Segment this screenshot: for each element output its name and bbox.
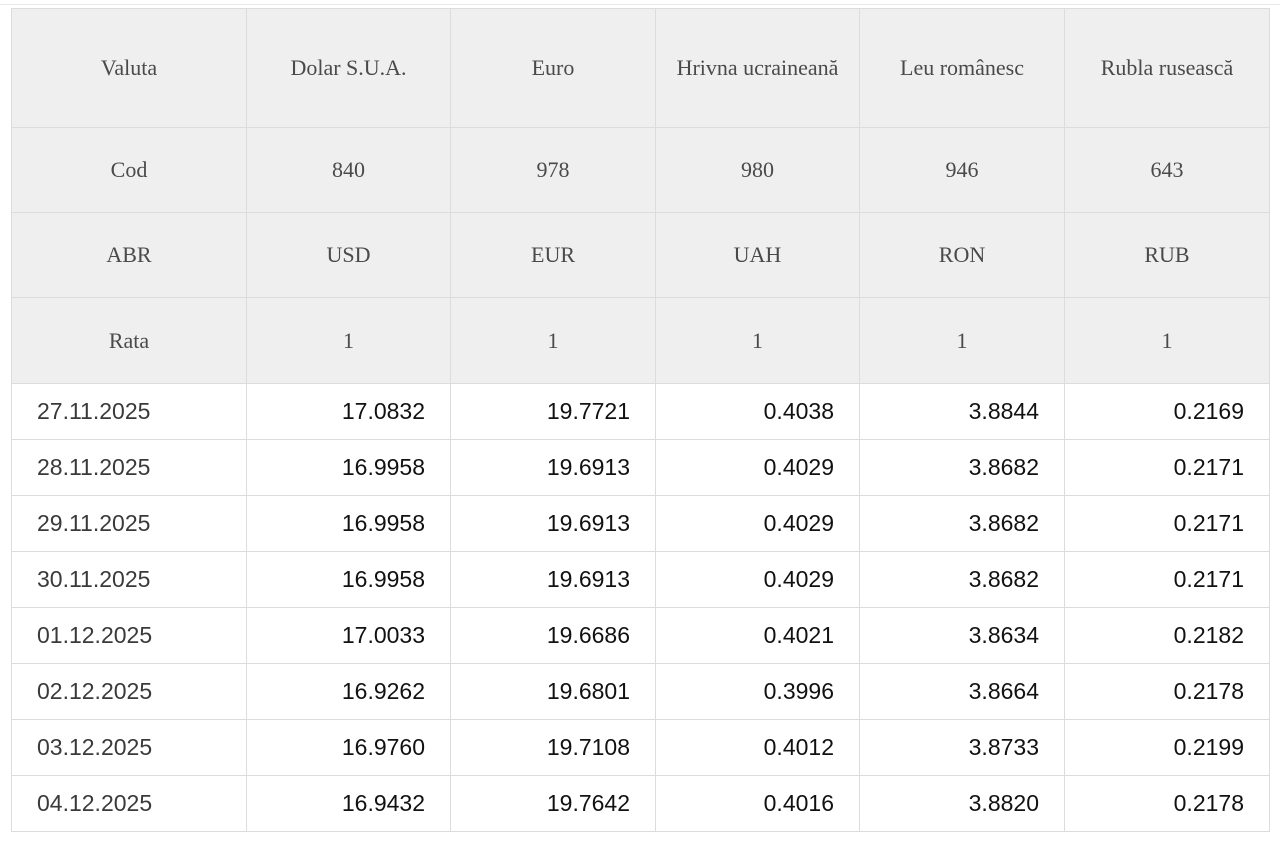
- table-row: 02.12.2025 16.9262 19.6801 0.3996 3.8664…: [11, 663, 1270, 720]
- rate-cell: 16.9262: [246, 663, 451, 720]
- rate-cell: 0.4029: [655, 495, 860, 552]
- rate-cell: 0.2178: [1064, 775, 1270, 832]
- header-cell: 978: [450, 127, 656, 213]
- header-cell: 946: [859, 127, 1065, 213]
- rate-cell: 16.9958: [246, 439, 451, 496]
- rate-cell: 19.6913: [450, 495, 656, 552]
- exchange-rates-table: Valuta Dolar S.U.A. Euro Hrivna ucrainea…: [11, 8, 1270, 832]
- date-cell: 27.11.2025: [11, 383, 247, 440]
- header-row-rate: Rata 1 1 1 1 1: [11, 297, 1270, 384]
- rate-cell: 19.6801: [450, 663, 656, 720]
- header-cell: 1: [246, 297, 451, 384]
- rate-cell: 0.4016: [655, 775, 860, 832]
- date-cell: 28.11.2025: [11, 439, 247, 496]
- header-cell: USD: [246, 212, 451, 298]
- rate-cell: 0.3996: [655, 663, 860, 720]
- rate-cell: 0.2171: [1064, 439, 1270, 496]
- rate-cell: 19.7642: [450, 775, 656, 832]
- header-cell: 980: [655, 127, 860, 213]
- rate-cell: 16.9432: [246, 775, 451, 832]
- rate-cell: 3.8733: [859, 719, 1065, 776]
- top-divider: [0, 4, 1280, 5]
- header-cell: 840: [246, 127, 451, 213]
- header-cell: RUB: [1064, 212, 1270, 298]
- rate-cell: 0.4038: [655, 383, 860, 440]
- header-cell: Rubla rusească: [1064, 8, 1270, 128]
- date-cell: 04.12.2025: [11, 775, 247, 832]
- rate-cell: 19.6686: [450, 607, 656, 664]
- rate-cell: 17.0832: [246, 383, 451, 440]
- table-row: 27.11.2025 17.0832 19.7721 0.4038 3.8844…: [11, 383, 1270, 440]
- header-cell: RON: [859, 212, 1065, 298]
- rate-cell: 16.9958: [246, 495, 451, 552]
- rate-cell: 0.2178: [1064, 663, 1270, 720]
- header-cell: Rata: [11, 297, 247, 384]
- table-row: 28.11.2025 16.9958 19.6913 0.4029 3.8682…: [11, 439, 1270, 496]
- rate-cell: 19.7721: [450, 383, 656, 440]
- rate-cell: 0.4029: [655, 551, 860, 608]
- rate-cell: 19.7108: [450, 719, 656, 776]
- date-cell: 03.12.2025: [11, 719, 247, 776]
- rate-cell: 3.8682: [859, 551, 1065, 608]
- rate-cell: 3.8664: [859, 663, 1065, 720]
- rate-cell: 0.2199: [1064, 719, 1270, 776]
- date-cell: 01.12.2025: [11, 607, 247, 664]
- rate-cell: 0.4021: [655, 607, 860, 664]
- rate-cell: 3.8634: [859, 607, 1065, 664]
- rate-cell: 16.9760: [246, 719, 451, 776]
- header-cell: Valuta: [11, 8, 247, 128]
- header-cell: 1: [859, 297, 1065, 384]
- rate-cell: 0.4012: [655, 719, 860, 776]
- date-cell: 29.11.2025: [11, 495, 247, 552]
- header-cell: 643: [1064, 127, 1270, 213]
- rate-cell: 0.2171: [1064, 495, 1270, 552]
- header-cell: Euro: [450, 8, 656, 128]
- rate-cell: 19.6913: [450, 439, 656, 496]
- table-row: 01.12.2025 17.0033 19.6686 0.4021 3.8634…: [11, 607, 1270, 664]
- header-cell: Leu românesc: [859, 8, 1065, 128]
- header-cell: EUR: [450, 212, 656, 298]
- header-row-currency: Valuta Dolar S.U.A. Euro Hrivna ucrainea…: [11, 8, 1270, 128]
- header-cell: 1: [450, 297, 656, 384]
- header-cell: UAH: [655, 212, 860, 298]
- header-cell: Hrivna ucraineană: [655, 8, 860, 128]
- table-row: 03.12.2025 16.9760 19.7108 0.4012 3.8733…: [11, 719, 1270, 776]
- rate-cell: 3.8820: [859, 775, 1065, 832]
- rate-cell: 19.6913: [450, 551, 656, 608]
- header-cell: 1: [1064, 297, 1270, 384]
- rate-cell: 3.8682: [859, 495, 1065, 552]
- table-row: 30.11.2025 16.9958 19.6913 0.4029 3.8682…: [11, 551, 1270, 608]
- header-cell: Dolar S.U.A.: [246, 8, 451, 128]
- rate-cell: 17.0033: [246, 607, 451, 664]
- rate-cell: 0.2171: [1064, 551, 1270, 608]
- table-row: 04.12.2025 16.9432 19.7642 0.4016 3.8820…: [11, 775, 1270, 832]
- header-cell: Cod: [11, 127, 247, 213]
- date-cell: 30.11.2025: [11, 551, 247, 608]
- header-row-code: Cod 840 978 980 946 643: [11, 127, 1270, 213]
- rate-cell: 3.8844: [859, 383, 1065, 440]
- rate-cell: 3.8682: [859, 439, 1065, 496]
- header-cell: ABR: [11, 212, 247, 298]
- date-cell: 02.12.2025: [11, 663, 247, 720]
- table-row: 29.11.2025 16.9958 19.6913 0.4029 3.8682…: [11, 495, 1270, 552]
- header-cell: 1: [655, 297, 860, 384]
- rate-cell: 0.2182: [1064, 607, 1270, 664]
- rate-cell: 16.9958: [246, 551, 451, 608]
- rate-cell: 0.2169: [1064, 383, 1270, 440]
- rate-cell: 0.4029: [655, 439, 860, 496]
- header-row-abbreviation: ABR USD EUR UAH RON RUB: [11, 212, 1270, 298]
